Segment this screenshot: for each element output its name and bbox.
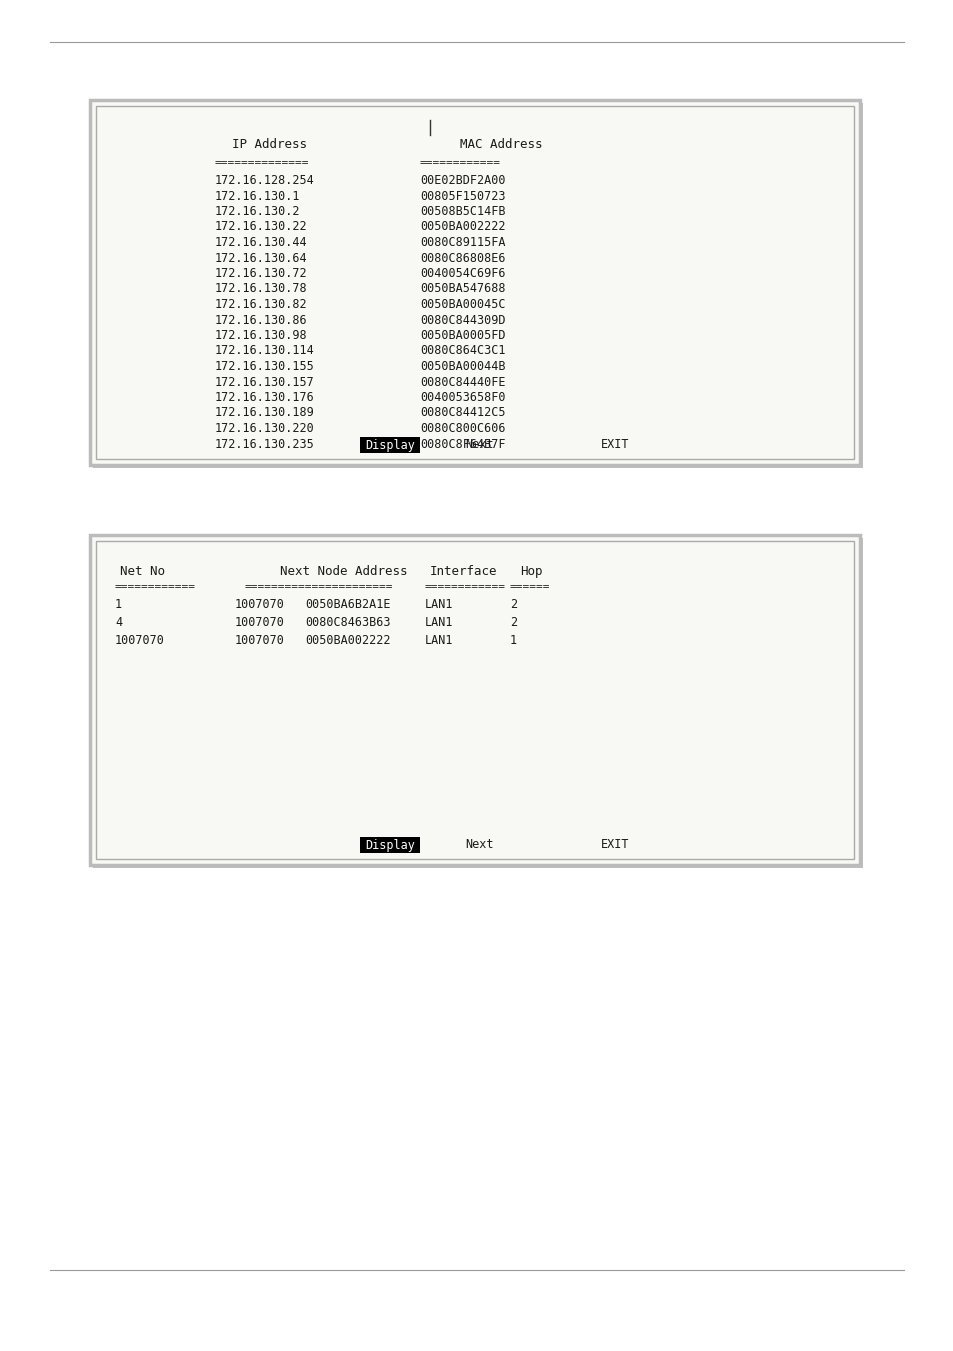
Text: Next Node Address: Next Node Address (280, 565, 407, 578)
Text: 0080C800C606: 0080C800C606 (419, 422, 505, 435)
Text: 0080C84412C5: 0080C84412C5 (419, 407, 505, 420)
Text: EXIT: EXIT (600, 439, 629, 451)
Text: ======================: ====================== (245, 582, 393, 592)
Text: 1: 1 (115, 598, 122, 611)
Text: 0080C844309D: 0080C844309D (419, 313, 505, 327)
Text: 172.16.130.82: 172.16.130.82 (214, 299, 307, 311)
Text: 172.16.130.220: 172.16.130.220 (214, 422, 314, 435)
Text: 0050BA002222: 0050BA002222 (305, 634, 390, 647)
Text: 172.16.130.86: 172.16.130.86 (214, 313, 307, 327)
Text: 2: 2 (510, 616, 517, 630)
Text: 172.16.130.155: 172.16.130.155 (214, 359, 314, 373)
Text: ============: ============ (424, 582, 505, 592)
Text: MAC Address: MAC Address (459, 138, 542, 151)
Text: LAN1: LAN1 (424, 598, 453, 611)
Text: 0080C84440FE: 0080C84440FE (419, 376, 505, 389)
Text: 172.16.130.2: 172.16.130.2 (214, 205, 300, 218)
FancyBboxPatch shape (359, 436, 419, 453)
Text: 00E02BDF2A00: 00E02BDF2A00 (419, 174, 505, 186)
Text: 4: 4 (115, 616, 122, 630)
FancyBboxPatch shape (92, 538, 862, 867)
Text: ==============: ============== (214, 158, 309, 168)
Text: 0080C8F64B7F: 0080C8F64B7F (419, 438, 505, 450)
Text: 0080C86808E6: 0080C86808E6 (419, 251, 505, 265)
Text: 0080C89115FA: 0080C89115FA (419, 236, 505, 249)
Text: Display: Display (365, 439, 415, 451)
Text: 0050BA00044B: 0050BA00044B (419, 359, 505, 373)
Text: EXIT: EXIT (600, 839, 629, 851)
Text: 00805F150723: 00805F150723 (419, 189, 505, 203)
Text: 172.16.130.64: 172.16.130.64 (214, 251, 307, 265)
Text: 0050BA002222: 0050BA002222 (419, 220, 505, 234)
Text: 1007070: 1007070 (234, 616, 285, 630)
Text: 172.16.130.72: 172.16.130.72 (214, 267, 307, 280)
Text: 172.16.130.235: 172.16.130.235 (214, 438, 314, 450)
FancyBboxPatch shape (92, 103, 862, 467)
Text: ======: ====== (510, 582, 550, 592)
Text: 172.16.130.44: 172.16.130.44 (214, 236, 307, 249)
Text: 0040053658F0: 0040053658F0 (419, 390, 505, 404)
Text: ============: ============ (419, 158, 500, 168)
Text: Display: Display (365, 839, 415, 851)
Text: 172.16.130.189: 172.16.130.189 (214, 407, 314, 420)
Text: LAN1: LAN1 (424, 616, 453, 630)
FancyBboxPatch shape (90, 100, 859, 465)
Text: IP Address: IP Address (233, 138, 307, 151)
Text: 172.16.130.78: 172.16.130.78 (214, 282, 307, 296)
Text: 0080C864C3C1: 0080C864C3C1 (419, 345, 505, 358)
Text: Interface: Interface (430, 565, 497, 578)
Text: 0050BA0005FD: 0050BA0005FD (419, 330, 505, 342)
Text: Next: Next (465, 439, 494, 451)
Text: Hop: Hop (519, 565, 542, 578)
Text: 0080C8463B63: 0080C8463B63 (305, 616, 390, 630)
Text: Next: Next (465, 839, 494, 851)
Text: 1007070: 1007070 (115, 634, 165, 647)
Text: 1007070: 1007070 (234, 598, 285, 611)
Text: 0040054C69F6: 0040054C69F6 (419, 267, 505, 280)
Text: 172.16.130.157: 172.16.130.157 (214, 376, 314, 389)
FancyBboxPatch shape (359, 838, 419, 852)
Text: 0050BA00045C: 0050BA00045C (419, 299, 505, 311)
Text: 172.16.130.114: 172.16.130.114 (214, 345, 314, 358)
Text: 0050BA547688: 0050BA547688 (419, 282, 505, 296)
Text: 172.16.130.98: 172.16.130.98 (214, 330, 307, 342)
Text: 172.16.128.254: 172.16.128.254 (214, 174, 314, 186)
Text: LAN1: LAN1 (424, 634, 453, 647)
Text: 00508B5C14FB: 00508B5C14FB (419, 205, 505, 218)
Text: 172.16.130.176: 172.16.130.176 (214, 390, 314, 404)
Text: Net No: Net No (120, 565, 165, 578)
Text: 172.16.130.22: 172.16.130.22 (214, 220, 307, 234)
Text: 1: 1 (510, 634, 517, 647)
Text: 2: 2 (510, 598, 517, 611)
FancyBboxPatch shape (90, 535, 859, 865)
Text: ============: ============ (115, 582, 195, 592)
Text: 0050BA6B2A1E: 0050BA6B2A1E (305, 598, 390, 611)
Text: 172.16.130.1: 172.16.130.1 (214, 189, 300, 203)
Text: 1007070: 1007070 (234, 634, 285, 647)
